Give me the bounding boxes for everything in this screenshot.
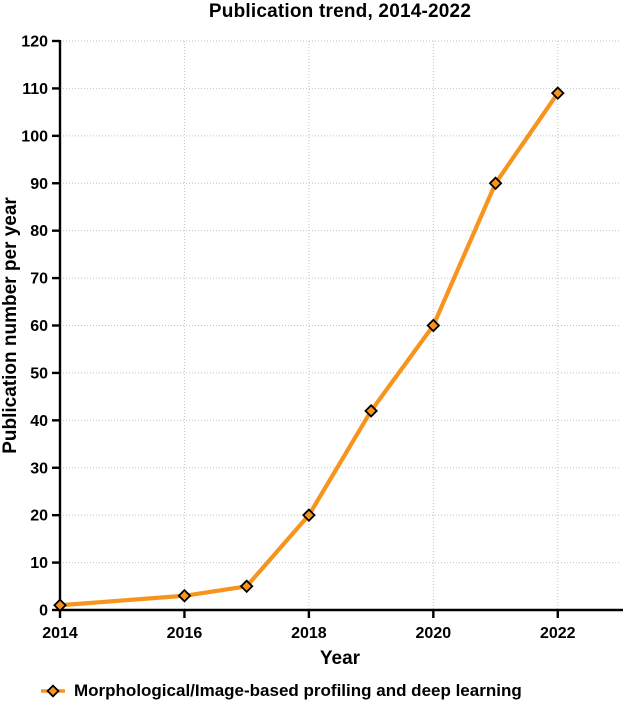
tick-labels: 0 10 20 30 40 50 60 70 80 90 100 110 120 2014 2016 2018…: [21, 34, 575, 643]
data-points: [53, 86, 565, 613]
y-tick-label: 60: [30, 318, 48, 335]
x-tick-label: 2018: [291, 625, 327, 642]
data-point-marker: [53, 598, 67, 613]
x-axis-title: Year: [320, 648, 361, 669]
legend-label: Morphological/Image-based profiling and …: [74, 681, 522, 700]
y-tick-label: 110: [22, 81, 48, 98]
data-point-marker: [550, 86, 565, 101]
y-tick-label: 20: [30, 508, 48, 525]
y-tick-label: 70: [30, 271, 48, 288]
y-tick-label: 10: [30, 555, 48, 572]
data-point-marker: [364, 403, 378, 418]
x-tick-label: 2020: [416, 625, 452, 642]
legend: Morphological/Image-based profiling and …: [40, 681, 522, 701]
y-tick-label: 100: [21, 128, 48, 145]
y-tick-label: 90: [30, 176, 48, 193]
y-tick-label: 40: [30, 413, 48, 430]
data-point-marker: [426, 318, 441, 333]
legend-series-marker-icon: [41, 684, 65, 698]
data-point-marker: [302, 508, 316, 523]
x-tick-label: 2022: [540, 625, 576, 642]
y-tick-label: 50: [30, 365, 48, 382]
y-tick-label: 30: [30, 460, 48, 477]
y-axis-title: Publication number per year: [0, 197, 21, 454]
y-tick-label: 80: [30, 223, 48, 240]
data-point-marker: [488, 176, 503, 191]
axes: [52, 39, 623, 618]
data-point-marker: [177, 588, 192, 603]
y-tick-label: 120: [21, 34, 48, 51]
x-tick-label: 2016: [167, 625, 203, 642]
x-tick-label: 2014: [42, 625, 78, 642]
y-tick-label: 0: [39, 603, 48, 620]
data-point-marker: [239, 579, 254, 594]
trend-line: [57, 91, 560, 608]
chart-title: Publication trend, 2014-2022: [208, 1, 472, 22]
